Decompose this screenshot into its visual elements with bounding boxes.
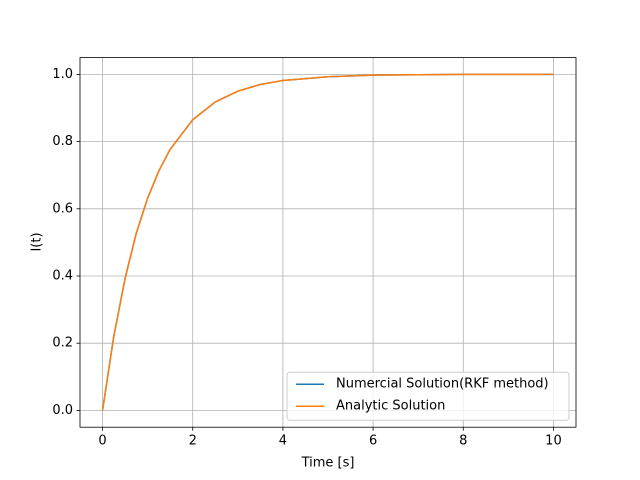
y-tick-label: 0.6	[52, 201, 73, 216]
y-tick-label: 0.8	[52, 134, 73, 149]
line-series	[101, 73, 554, 411]
y-axis-label: I(t)	[30, 232, 45, 251]
x-tick-label: 6	[369, 434, 377, 449]
x-axis-label: Time [s]	[301, 456, 355, 471]
y-tick-label: 0.2	[52, 336, 73, 351]
y-tick-label: 0.0	[52, 403, 73, 418]
legend-label: Numercial Solution(RKF method)	[336, 377, 549, 392]
x-tick-label: 4	[279, 434, 287, 449]
y-tick-label: 1.0	[52, 67, 73, 82]
y-tick-label: 0.4	[52, 269, 73, 284]
line-series	[101, 73, 554, 411]
x-tick-label: 2	[189, 434, 197, 449]
axes-frame	[79, 57, 577, 428]
x-tick-label: 0	[98, 434, 106, 449]
x-tick-label: 8	[459, 434, 467, 449]
legend-label: Analytic Solution	[336, 399, 445, 414]
x-tick-label: 10	[545, 434, 562, 449]
legend-box	[286, 371, 570, 421]
